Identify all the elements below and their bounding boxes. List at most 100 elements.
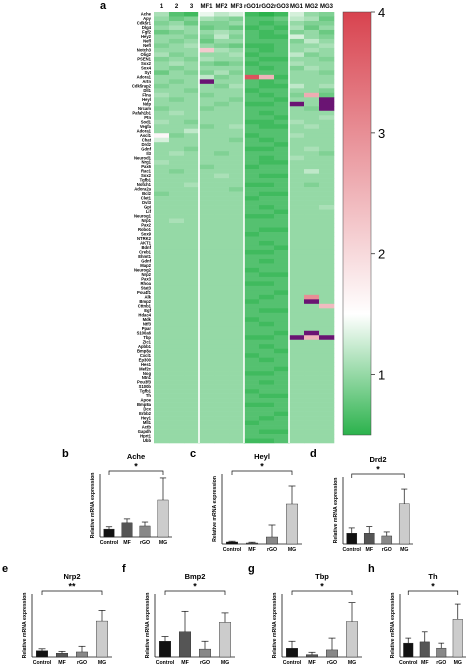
heatmap-cell: [304, 191, 320, 197]
heatmap-cell: [274, 276, 290, 282]
heatmap-row-label: Actb: [142, 425, 152, 430]
heatmap-cell: [199, 83, 215, 89]
heatmap-cell: [274, 362, 290, 367]
heatmap-cell: [304, 362, 320, 367]
heatmap-cell: [184, 236, 200, 242]
heatmap-cell: [289, 249, 305, 255]
heatmap-cell: [154, 330, 170, 336]
heatmap-cell: [274, 182, 290, 188]
heatmap-cell: [214, 20, 230, 26]
bar: [266, 536, 279, 545]
heatmap-cell: [154, 384, 170, 390]
heatmap-cell: [289, 245, 305, 251]
heatmap-cell: [214, 88, 230, 94]
heatmap-cell: [154, 429, 170, 435]
heatmap-cell: [274, 178, 290, 183]
heatmap-cell: [169, 236, 185, 242]
heatmap-cell: [289, 380, 305, 385]
heatmap-cell: [289, 254, 305, 260]
heatmap-cell: [214, 245, 230, 251]
heatmap-cell: [319, 187, 335, 192]
heatmap-cell: [289, 133, 305, 139]
heatmap-cell: [289, 375, 305, 381]
heatmap-cell: [199, 61, 215, 67]
heatmap-cell: [199, 267, 215, 273]
heatmap-cell: [289, 393, 305, 399]
heatmap-row-label: Creb1: [139, 250, 152, 255]
heatmap-cell: [274, 330, 290, 336]
bar: [95, 620, 108, 658]
heatmap-cell: [289, 258, 305, 264]
heatmap-cell: [319, 285, 335, 291]
heatmap-cell: [229, 254, 245, 260]
heatmap-cell: [304, 146, 320, 152]
heatmap-cell: [199, 106, 215, 112]
bar: [198, 648, 211, 658]
heatmap-cell: [229, 65, 245, 71]
heatmap-cell: [199, 312, 215, 318]
heatmap-cell: [229, 79, 245, 85]
heatmap-cell: [319, 191, 335, 197]
heatmap-cell: [229, 196, 245, 201]
heatmap-cell: [259, 263, 275, 269]
significance-marker: *: [193, 582, 197, 592]
heatmap-cell: [259, 249, 275, 255]
heatmap-cell: [304, 187, 320, 192]
heatmap-cell: [319, 52, 335, 58]
heatmap-cell: [289, 416, 305, 421]
heatmap-cell: [229, 357, 245, 363]
heatmap-cell: [304, 34, 320, 40]
heatmap-cell: [259, 285, 275, 291]
heatmap-cell: [259, 61, 275, 67]
heatmap-row-label: Neurog1: [134, 214, 152, 219]
heatmap-cell: [169, 348, 185, 354]
heatmap-cell: [304, 12, 320, 17]
heatmap-cell: [274, 155, 290, 161]
heatmap-cell: [214, 290, 230, 296]
heatmap-cell: [289, 110, 305, 116]
heatmap-cell: [304, 70, 320, 76]
heatmap-cell: [289, 371, 305, 376]
heatmap-cell: [154, 245, 170, 251]
heatmap-cell: [229, 83, 245, 89]
heatmap-cell: [259, 353, 275, 358]
heatmap-cell: [154, 407, 170, 412]
heatmap-row-label: Bcl2: [142, 191, 152, 196]
heatmap-cell: [154, 164, 170, 170]
heatmap-row-label: Nrcam: [138, 106, 151, 111]
significance-marker: *: [260, 462, 264, 472]
heatmap-cell: [289, 88, 305, 94]
heatmap-cell: [199, 34, 215, 40]
bar: [139, 525, 151, 538]
heatmap-cell: [274, 205, 290, 210]
heatmap-cell: [184, 384, 200, 390]
heatmap-cell: [259, 178, 275, 183]
heatmap-cell: [304, 16, 320, 22]
heatmap-cell: [169, 160, 185, 165]
heatmap-cell: [319, 169, 335, 174]
heatmap-cell: [199, 191, 215, 197]
heatmap-cell: [154, 119, 170, 125]
heatmap-cell: [274, 88, 290, 94]
heatmap-cell: [244, 263, 260, 269]
heatmap-cell: [274, 124, 290, 130]
heatmap-cell: [199, 380, 215, 385]
heatmap-cell: [274, 321, 290, 327]
heatmap-cell: [214, 79, 230, 85]
heatmap-cell: [244, 160, 260, 165]
heatmap-cell: [184, 88, 200, 94]
heatmap-cell: [244, 227, 260, 233]
heatmap-cell: [259, 160, 275, 165]
heatmap-cell: [154, 398, 170, 403]
heatmap-cell: [259, 236, 275, 242]
heatmap-cell: [169, 357, 185, 363]
heatmap-cell: [304, 173, 320, 179]
heatmap-cell: [259, 290, 275, 296]
heatmap-cell: [244, 187, 260, 192]
heatmap-cell: [259, 34, 275, 40]
heatmap-cell: [154, 425, 170, 430]
heatmap-cell: [184, 160, 200, 165]
heatmap-cell: [244, 52, 260, 58]
heatmap-cell: [259, 371, 275, 376]
heatmap-cell: [319, 299, 335, 305]
